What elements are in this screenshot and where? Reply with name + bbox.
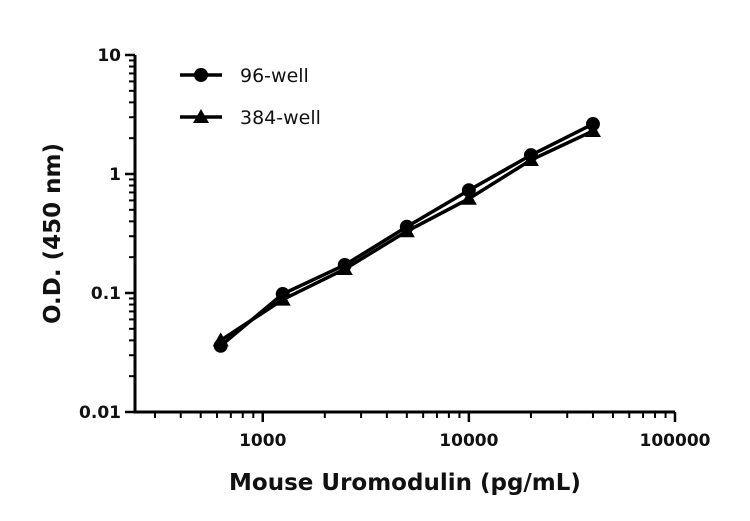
x-tick-label: 100000 [640, 431, 711, 451]
x-tick-label: 10000 [439, 431, 498, 451]
legend-marker-96-well [194, 68, 208, 82]
data-point-384-well [522, 152, 539, 167]
data-point-384-well [274, 291, 291, 306]
legend-label: 384-well [240, 107, 321, 129]
y-axis-label: O.D. (450 nm) [40, 143, 66, 324]
data-point-384-well [336, 261, 353, 276]
x-tick-label: 1000 [239, 431, 286, 451]
data-point-384-well [460, 190, 477, 205]
legend-marker-384-well [193, 109, 209, 123]
legend-label: 96-well [240, 65, 309, 87]
data-point-384-well [212, 332, 229, 347]
data-point-384-well [398, 223, 415, 238]
data-point-384-well [584, 122, 601, 137]
y-tick-label: 1 [109, 165, 121, 185]
y-tick-label: 0.01 [79, 403, 121, 423]
y-tick-label: 10 [97, 46, 121, 66]
x-axis-label: Mouse Uromodulin (pg/mL) [229, 470, 581, 496]
y-tick-label: 0.1 [91, 284, 121, 304]
data-point-96-well [461, 183, 476, 198]
